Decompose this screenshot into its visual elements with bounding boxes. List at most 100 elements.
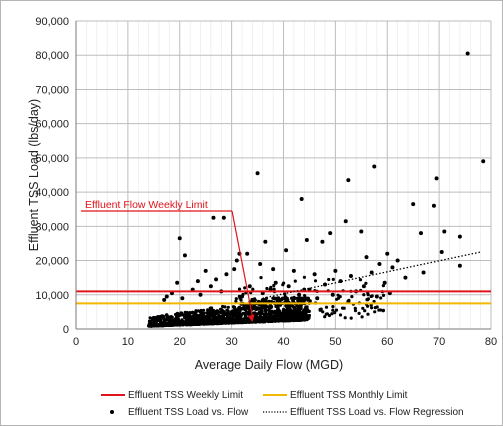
data-point [232,267,237,272]
data-point [331,305,335,309]
data-point [191,314,195,318]
data-point [362,293,366,297]
data-point [251,311,255,315]
data-point [198,313,202,318]
data-point [366,293,370,297]
data-point [395,258,400,263]
data-point [225,316,230,320]
data-point [301,298,305,302]
data-point [156,323,160,327]
data-point [221,319,225,323]
data-point [255,306,259,310]
data-point [162,322,166,326]
data-point [265,286,269,291]
data-point [298,312,302,316]
data-point [296,298,300,302]
data-point [260,298,264,302]
data-point [180,296,185,301]
data-point [278,303,282,307]
data-point [303,294,307,298]
grid-lines [75,20,492,330]
data-point [364,255,369,260]
data-point [403,275,408,280]
y-tick-label: 30,000 [35,221,69,233]
data-point [248,320,252,324]
data-point [263,312,267,316]
data-point [312,272,317,277]
data-point [298,318,302,322]
data-point [224,272,229,277]
data-point [259,309,263,313]
data-point [208,308,212,312]
data-point [244,317,248,321]
data-point [214,277,219,282]
data-point [338,295,342,299]
data-point [283,319,287,323]
data-point [236,320,240,325]
data-point [259,315,263,319]
y-tick-label: 0 [63,324,69,336]
legend-item-scatter: Effluent TSS Load vs. Flow [110,407,249,418]
data-point [250,297,255,302]
data-point [299,196,304,201]
data-point [270,314,274,318]
data-point [279,311,283,315]
data-point [280,316,284,320]
data-point [226,305,230,309]
y-axis-ticks: 0 10,000 20,000 30,000 40,000 50,000 60,000 70,… [35,16,69,336]
data-point [295,318,299,322]
data-point [186,321,190,325]
data-point [379,296,383,300]
data-point [247,310,251,314]
data-point [201,319,205,323]
data-point [276,313,280,317]
data-point [175,311,180,315]
annotation-label: Effluent Flow Weekly Limit [85,199,208,211]
data-point [292,314,296,318]
data-point [274,311,278,315]
data-point [182,313,186,317]
data-point [292,309,296,313]
data-point [156,317,161,321]
data-point [372,164,377,169]
data-point [304,238,309,243]
data-point [290,304,295,308]
data-point [272,283,276,288]
data-point [333,268,338,273]
data-point [292,318,296,322]
data-point [385,251,390,256]
data-point [224,319,228,323]
data-point [232,309,236,313]
data-point [353,309,358,313]
data-point [271,319,275,323]
data-point [258,261,263,266]
data-point [361,284,366,289]
data-point [236,314,241,318]
data-point [366,304,370,308]
data-point [290,296,294,300]
data-point [280,298,284,302]
data-point [237,305,241,309]
data-point [272,296,276,300]
data-point [321,310,325,314]
data-point [253,315,257,319]
data-point [418,231,423,236]
data-point [349,316,353,320]
data-point [182,253,187,258]
data-point [276,296,281,301]
data-point-cloud [147,275,386,328]
data-point [297,292,302,297]
data-point [198,310,202,314]
data-point [270,309,274,313]
data-point [231,321,235,325]
x-tick-label: 10 [122,336,134,348]
data-point [298,306,302,310]
data-point [305,307,309,312]
data-point [165,313,169,317]
data-point [218,321,222,325]
data-point [300,315,304,319]
data-point [274,316,278,321]
x-axis-ticks: 0 10 20 30 40 50 60 70 80 [73,336,497,348]
axes [75,21,491,330]
